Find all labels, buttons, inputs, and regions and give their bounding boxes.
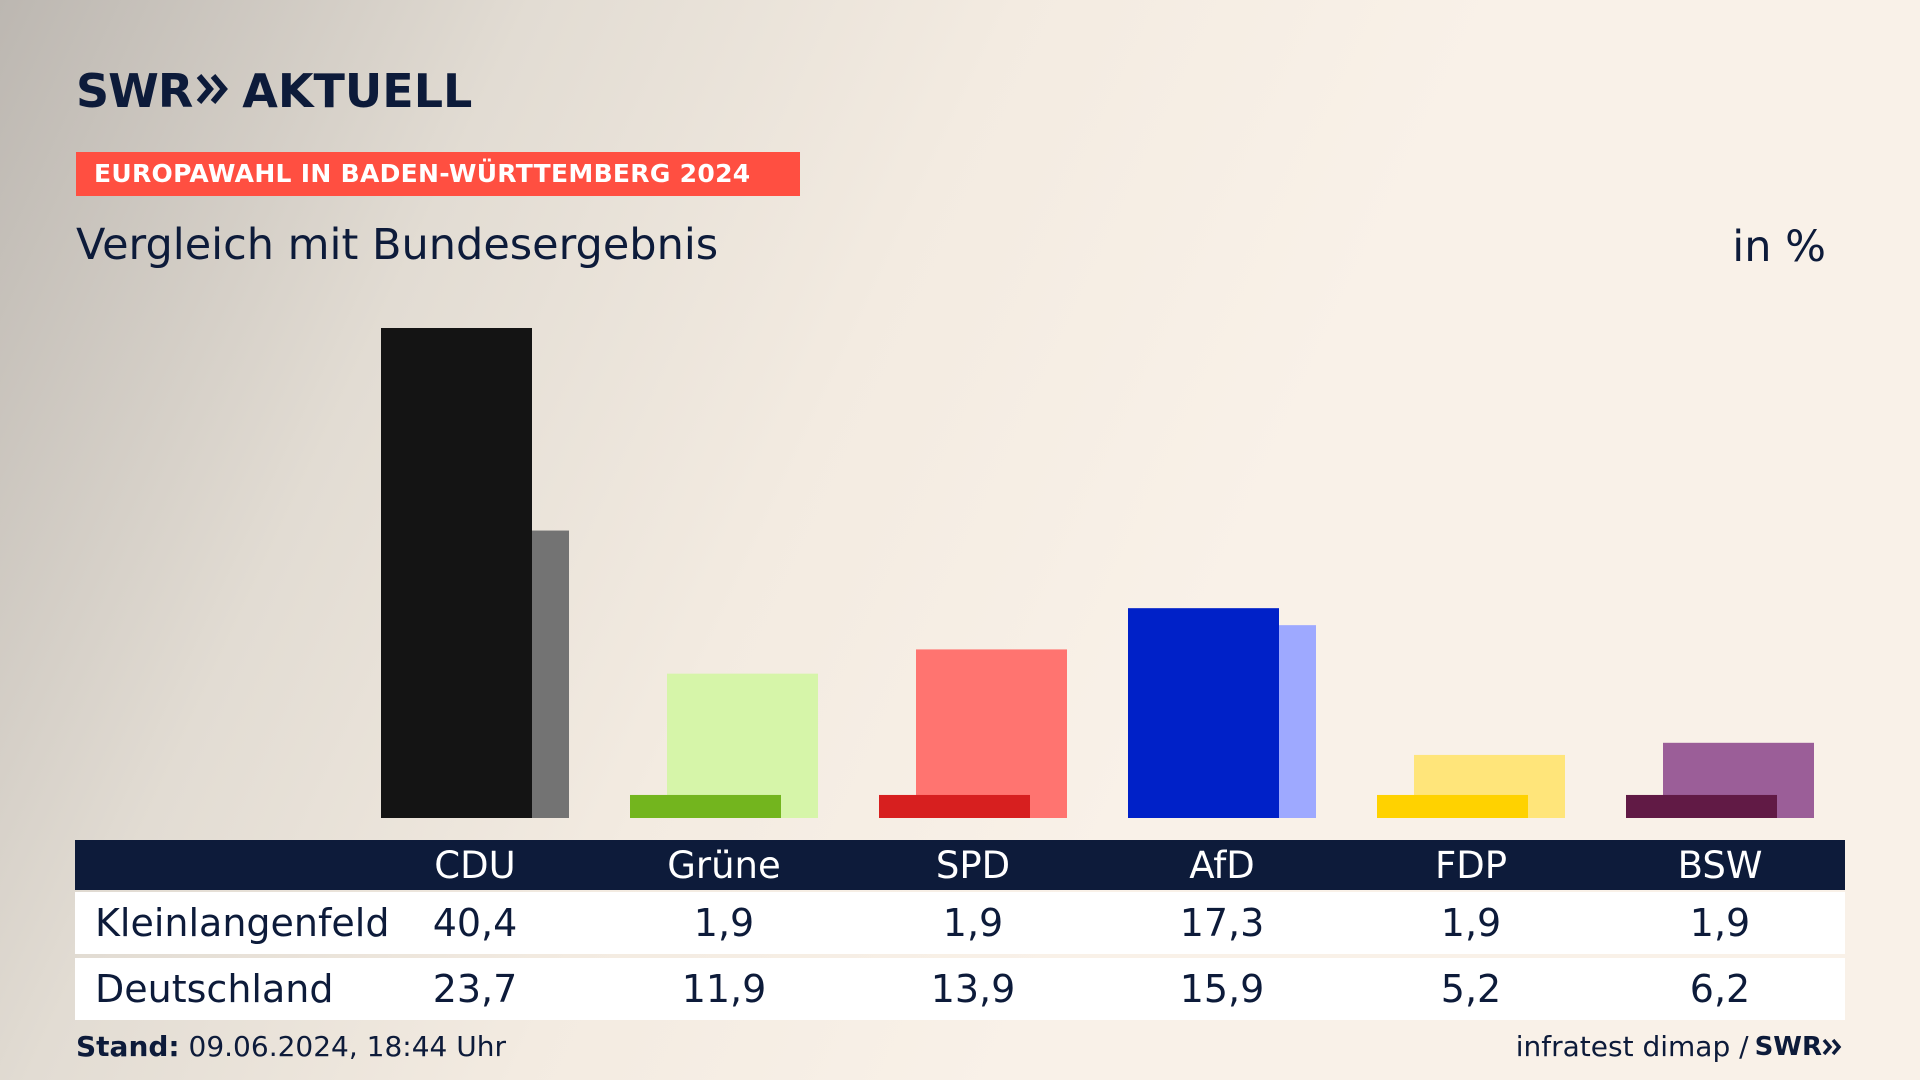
timestamp: Stand: 09.06.2024, 18:44 Uhr	[76, 1030, 506, 1063]
row-label: Kleinlangenfeld	[95, 901, 390, 945]
unit-label: in %	[1732, 222, 1826, 272]
bar-kleinlangenfeld-grüne	[630, 794, 781, 818]
stand-label: Stand:	[76, 1030, 180, 1063]
logo-swr-text: SWR	[76, 64, 193, 118]
value-cell-afd: 15,9	[1179, 967, 1265, 1011]
value-cell-afd: 17,3	[1179, 901, 1265, 945]
row-label: Deutschland	[95, 967, 334, 1011]
value-cell-spd: 1,9	[942, 901, 1004, 945]
bar-kleinlangenfeld-cdu	[381, 328, 532, 818]
column-header-afd: AfD	[1189, 844, 1255, 887]
bar-kleinlangenfeld-fdp	[1377, 794, 1528, 818]
source-credit: infratest dimap / SWR	[1516, 1030, 1844, 1063]
value-cell-fdp: 1,9	[1440, 901, 1502, 945]
value-cell-grüne: 1,9	[693, 901, 755, 945]
value-cell-spd: 13,9	[930, 967, 1016, 1011]
swr-small-text: SWR	[1754, 1031, 1822, 1062]
column-header-grüne: Grüne	[667, 844, 781, 887]
column-header-cdu: CDU	[434, 844, 516, 887]
table-row-kleinlangenfeld: Kleinlangenfeld 40,4 1,9 1,9 17,3 1,9 1,9	[75, 892, 1845, 954]
value-cell-cdu: 40,4	[432, 901, 518, 945]
bar-chart	[381, 328, 1814, 818]
bar-kleinlangenfeld-bsw	[1626, 794, 1777, 818]
swr-aktuell-logo: SWR AKTUELL	[76, 64, 472, 118]
bar-deutschland-spd	[916, 649, 1067, 818]
bar-deutschland-grüne	[667, 673, 818, 818]
table-row-deutschland: Deutschland 23,7 11,9 13,9 15,9 5,2 6,2	[75, 958, 1845, 1020]
double-chevron-icon	[196, 72, 230, 110]
stand-value: 09.06.2024, 18:44 Uhr	[188, 1030, 506, 1063]
bar-kleinlangenfeld-spd	[879, 794, 1030, 818]
column-header-fdp: FDP	[1434, 844, 1508, 887]
value-cell-fdp: 5,2	[1440, 967, 1502, 1011]
election-banner: EUROPAWAHL IN BADEN-WÜRTTEMBERG 2024	[76, 152, 800, 196]
column-header-bsw: BSW	[1677, 844, 1763, 887]
chart-subtitle: Vergleich mit Bundesergebnis	[76, 220, 719, 270]
column-header-spd: SPD	[935, 844, 1011, 887]
results-table: CDU Grüne SPD AfD FDP BSW Kleinlangenfeld 40,…	[75, 840, 1845, 1020]
value-cell-cdu: 23,7	[432, 967, 518, 1011]
double-chevron-icon	[1822, 1038, 1842, 1055]
table-header-row: CDU Grüne SPD AfD FDP BSW	[75, 840, 1845, 890]
bar-kleinlangenfeld-afd	[1128, 608, 1279, 818]
logo-aktuell-text: AKTUELL	[242, 64, 473, 118]
value-cell-bsw: 1,9	[1689, 901, 1751, 945]
source-text: infratest dimap /	[1515, 1030, 1749, 1063]
value-cell-bsw: 6,2	[1689, 967, 1751, 1011]
swr-small-logo: SWR	[1755, 1032, 1844, 1062]
value-cell-grüne: 11,9	[681, 967, 767, 1011]
